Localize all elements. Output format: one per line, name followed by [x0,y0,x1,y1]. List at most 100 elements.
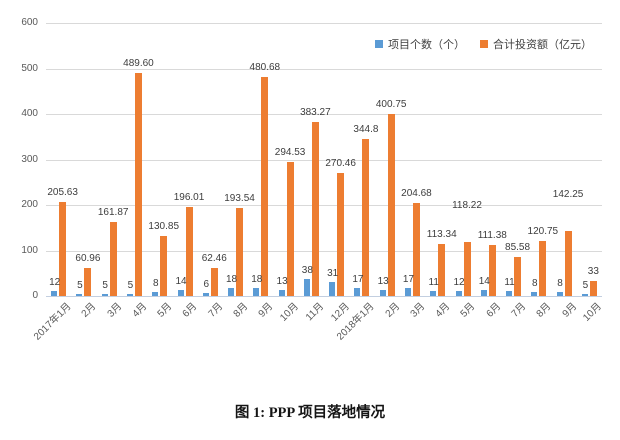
data-label-project-count: 8 [557,278,563,290]
data-label-investment: 118.22 [452,200,482,212]
x-axis-tick-label: 7月 [509,301,529,320]
data-label-investment: 344.8 [353,124,379,136]
legend-item-project-count: 项目个数（个） [375,36,465,52]
bar-investment [412,202,420,296]
bar-project-count [354,288,361,296]
data-label-project-count: 14 [478,275,490,287]
x-axis-tick-label: 4月 [130,301,150,320]
bar-investment [59,202,67,296]
x-axis-tick-label: 2月 [79,301,99,320]
bar-investment [286,161,294,296]
bar-investment [134,73,142,296]
data-label-project-count: 18 [225,273,238,285]
x-axis-tick-label: 11月 [303,301,327,324]
bar-investment [514,257,522,296]
data-label-investment: 111.38 [477,230,507,242]
bar-investment [463,242,471,296]
data-label-investment: 33 [587,265,599,277]
data-label-investment: 205.63 [47,187,78,199]
bar-project-count [253,287,260,296]
data-label-project-count: 8 [152,278,159,290]
data-label-project-count: 17 [352,274,364,286]
bar-investment [185,206,193,296]
bar-project-count [404,288,411,296]
bar-project-count [531,292,538,296]
data-label-project-count: 17 [402,274,415,286]
gridline-100 [46,250,602,252]
x-axis-tick-label: 5月 [458,301,478,320]
gridline-200 [46,205,602,206]
data-label-project-count: 5 [77,279,83,291]
data-label-investment: 400.75 [375,98,407,110]
bar-investment [362,139,370,296]
x-axis-tick-label: 2月 [383,301,402,320]
data-label-investment: 294.53 [274,146,306,158]
data-label-project-count: 12 [453,276,465,288]
bar-investment [589,280,597,296]
y-axis-tick-label: 600 [21,17,38,28]
bar-investment [539,241,547,296]
bar-investment [84,268,92,296]
x-axis-tick-label: 6月 [484,301,504,320]
data-label-investment: 62.46 [201,252,227,264]
gridline-300 [46,159,602,161]
gridline-0 [46,296,602,297]
bar-project-count [76,293,83,296]
blue-square-icon [375,40,383,48]
data-label-project-count: 11 [428,276,439,288]
bar-investment [564,231,572,296]
bar-project-count [455,290,462,296]
data-label-investment: 270.46 [325,157,356,169]
data-label-investment: 489.60 [123,58,154,70]
data-label-investment: 204.68 [401,187,432,199]
bar-investment [387,113,395,296]
data-label-project-count: 5 [102,279,108,291]
bar-project-count [228,287,235,296]
gridline-500 [46,68,602,70]
bar-project-count [506,290,513,296]
bar-project-count [581,293,588,296]
x-axis-tick-label: 3月 [105,301,124,320]
x-axis-tick-label: 9月 [256,301,276,320]
bar-project-count [177,289,184,296]
data-label-investment: 480.68 [249,62,281,74]
data-label-project-count: 31 [327,267,339,279]
x-axis-tick-label: 4月 [433,301,453,320]
legend-label-investment: 合计投资额（亿元） [493,39,592,51]
data-label-project-count: 13 [276,276,288,288]
x-axis-tick-label: 8月 [534,301,554,320]
bar-project-count [379,290,386,296]
y-axis-tick-label: 200 [21,199,38,210]
data-label-project-count: 14 [175,275,187,287]
data-label-investment: 193.54 [224,192,255,204]
bar-project-count [556,292,563,296]
bar-project-count [278,290,285,296]
data-label-investment: 130.85 [148,221,180,233]
bar-investment [210,267,218,296]
legend-label-project-count: 项目个数（个） [388,39,465,51]
data-label-project-count: 5 [582,279,589,291]
x-axis-tick-label: 8月 [231,301,251,320]
gridline-400 [46,114,602,115]
bar-investment [337,172,345,296]
gridline-600 [46,23,602,24]
bar-project-count [480,289,487,296]
x-axis-tick-label: 7月 [206,301,226,320]
bar-investment [488,245,496,296]
bar-investment [261,77,269,296]
x-axis-tick-label: 2017年1月 [31,301,74,343]
data-label-project-count: 13 [377,276,389,288]
data-label-investment: 113.34 [426,229,457,241]
chart-legend: 项目个数（个） 合计投资额（亿元） [375,36,592,52]
data-label-project-count: 6 [203,279,210,291]
bar-project-count [202,293,209,296]
data-label-investment: 142.25 [552,189,584,201]
data-label-investment: 120.75 [527,226,559,238]
data-label-project-count: 5 [127,279,134,291]
x-axis-tick-label: 10月 [278,301,301,324]
data-label-investment: 383.27 [300,106,331,118]
bar-investment [109,222,117,296]
figure-caption: 图 1: PPP 项目落地情况 [234,405,386,421]
data-label-investment: 196.01 [173,191,205,203]
bar-project-count [152,292,159,296]
